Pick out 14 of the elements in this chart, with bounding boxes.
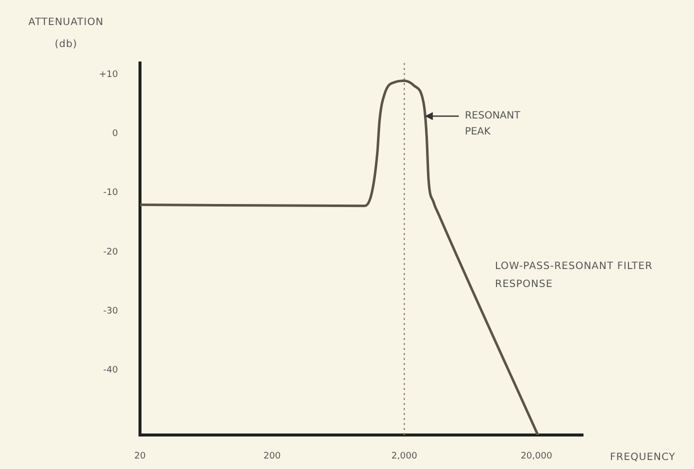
x-tick-label: 2,000 <box>391 452 418 462</box>
y-axis-title: ATTENUATION (db) <box>27 16 105 52</box>
y-tick-label: -40 <box>103 365 118 376</box>
annotation: RESONANT PEAK <box>464 110 522 138</box>
x-tick-label: 20,000 <box>520 452 552 462</box>
y-tick-label: -10 <box>103 188 118 198</box>
y-tick-label: -20 <box>103 247 118 258</box>
y-tick-label: 0 <box>112 129 118 140</box>
y-tick-label: -30 <box>103 306 118 316</box>
annotation: LOW-PASS-RESONANT FILTER RESPONSE <box>495 260 654 292</box>
x-axis-title: FREQUENCY <box>610 452 676 463</box>
y-tick-label: +10 <box>99 70 118 80</box>
x-tick-label: 200 <box>264 452 282 462</box>
x-tick-label: 20 <box>134 452 146 462</box>
